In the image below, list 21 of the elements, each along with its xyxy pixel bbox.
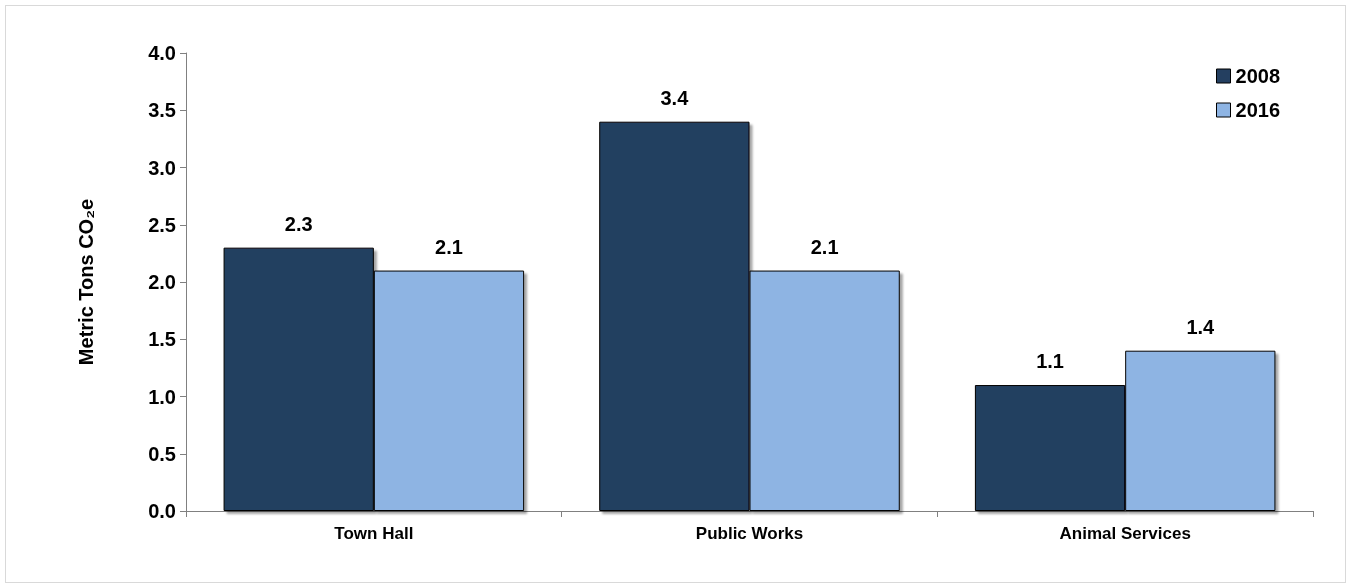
x-tick-label: Town Hall [334, 524, 414, 543]
legend-label: 2008 [1235, 65, 1281, 87]
legend-label: 2016 [1235, 99, 1281, 121]
x-tick-label: Public Works [695, 524, 804, 543]
y-tick-label: 2.0 [148, 271, 176, 293]
data-label: 2.1 [810, 235, 839, 258]
y-tick-label: 4.0 [148, 42, 176, 64]
y-tick-label: 3.5 [148, 99, 176, 122]
y-tick-label: 0.5 [148, 442, 176, 465]
x-tick-label: Animal Services [1059, 524, 1191, 543]
data-label: 2.3 [284, 212, 313, 235]
y-tick-label: 0.0 [148, 500, 176, 522]
y-tick-label: 1.5 [148, 328, 176, 351]
y-tick-label: 1.0 [148, 385, 176, 408]
data-label: 3.4 [660, 86, 690, 109]
y-tick-label: 3.0 [148, 156, 176, 179]
data-label: 1.1 [1036, 350, 1064, 373]
y-axis-title: Metric Tons CO₂e [75, 198, 97, 366]
y-tick-label: 2.5 [148, 213, 176, 236]
data-label: 1.4 [1186, 315, 1216, 338]
data-label: 2.1 [435, 235, 463, 258]
